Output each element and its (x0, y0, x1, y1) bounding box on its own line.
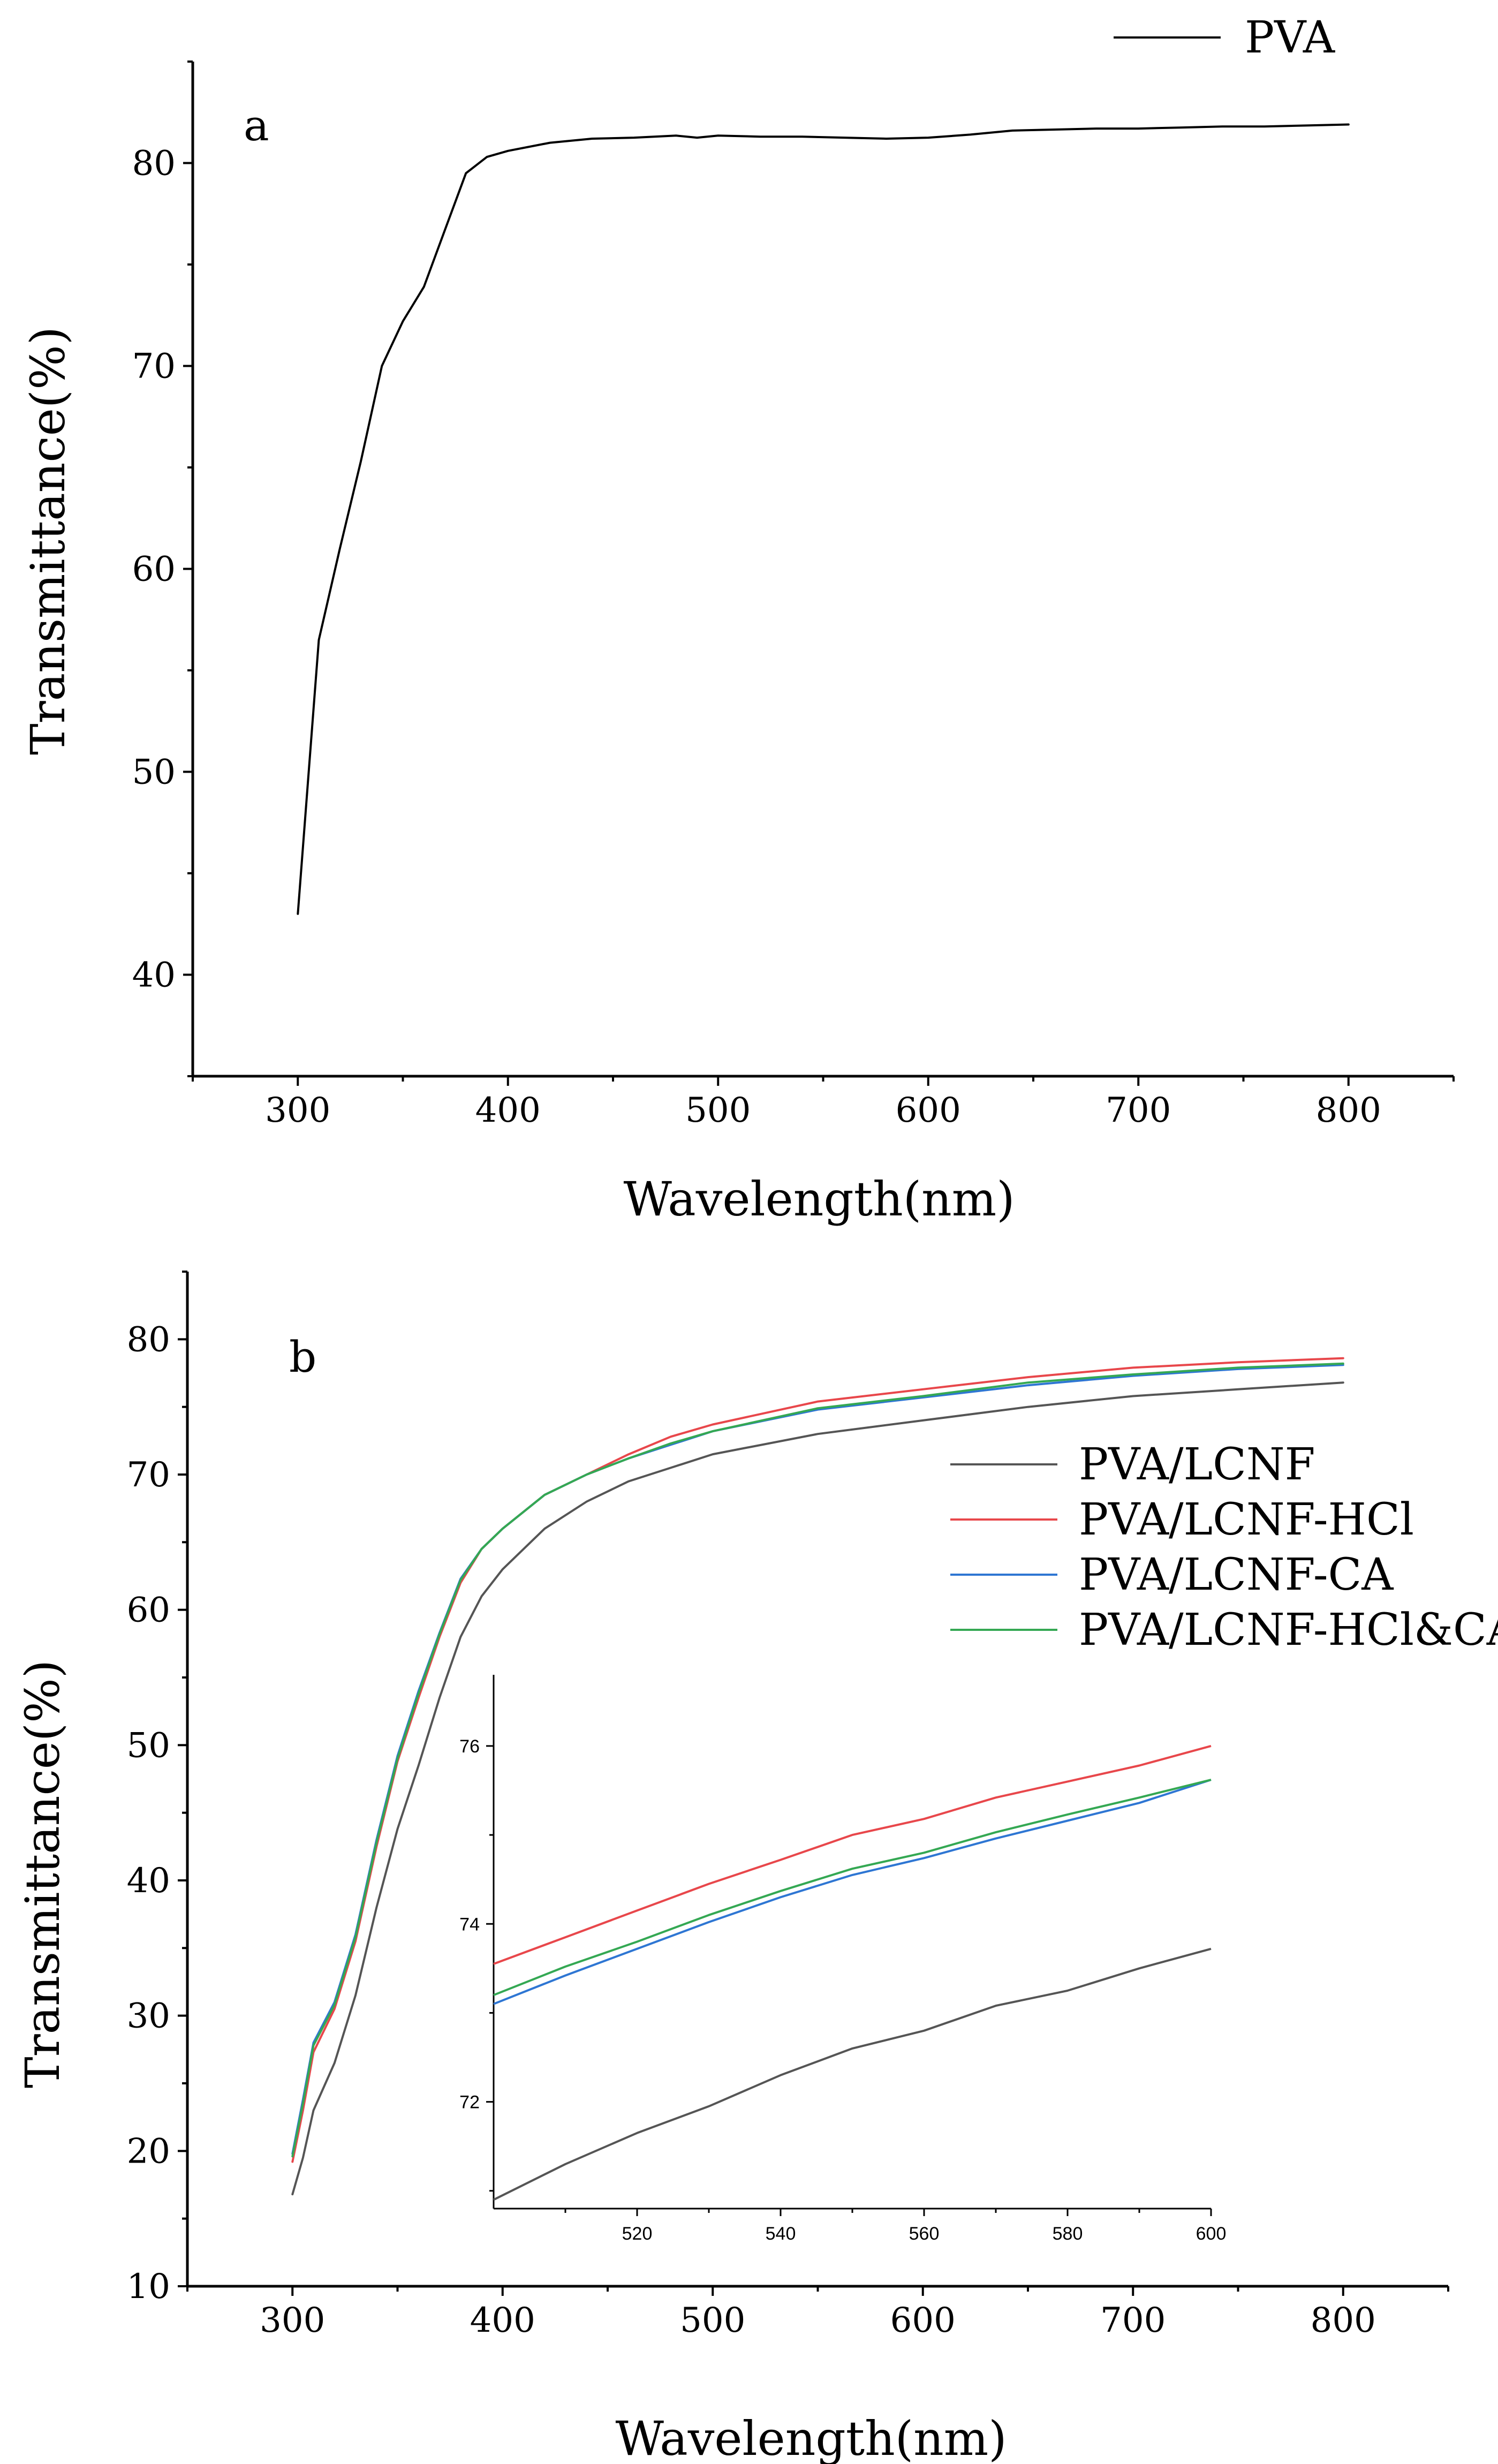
chart-a: 300 400 500 600 700 800 40 50 60 70 80 a Wavelengt… (20, 12, 1455, 1227)
chart-b-y-tick-label: 60 (127, 1591, 170, 1630)
chart-b-x-axis-title: Wavelength(nm) (615, 2411, 1007, 2464)
chart-b-legend: PVA/LCNF PVA/LCNF-HCl PVA/LCNF-CA PVA/LC… (950, 1439, 1498, 1656)
chart-a-series (297, 123, 1350, 915)
chart-a-legend: PVA (1114, 12, 1336, 63)
chart-a-y-tick-label: 70 (132, 347, 176, 387)
chart-a-ticks: 300 400 500 600 700 800 40 50 60 70 80 (132, 61, 1455, 1130)
chart-a-y-tick-label: 80 (132, 144, 176, 184)
chart-b-x-tick-label: 600 (890, 2301, 956, 2340)
chart-b-y-tick-label: 10 (127, 2267, 170, 2307)
chart-b-ticks: 300 400 500 600 700 800 10 20 30 40 50 60 70 80 (127, 1271, 1449, 2340)
chart-b-x-tick-label: 700 (1100, 2301, 1166, 2340)
chart-b-y-tick-label: 80 (127, 1320, 170, 1359)
chart-b-series-line-4 (291, 1362, 1344, 2158)
chart-b-legend-label-4: PVA/LCNF-HCl&CA (1079, 1605, 1498, 1656)
inset-x-tick-label: 560 (909, 2224, 940, 2244)
chart-b-y-axis-title: Transmittance(%) (15, 1660, 70, 2088)
chart-b-y-tick-label: 70 (127, 1455, 170, 1495)
chart-b-y-tick-label: 30 (127, 1997, 170, 2036)
chart-b-y-tick-label: 50 (127, 1726, 170, 1765)
chart-a-series-line-1 (297, 123, 1350, 915)
chart-b-y-tick-label: 20 (127, 2132, 170, 2171)
inset-y-tick-label: 76 (459, 1736, 480, 1757)
chart-a-x-tick-label: 700 (1106, 1091, 1171, 1130)
inset-series-line-2 (493, 1744, 1212, 1965)
chart-b-inset: 520 540 560 580 600 72 74 76 (459, 1675, 1226, 2244)
inset-x-tick-label: 580 (1053, 2224, 1083, 2244)
inset-x-tick-label: 540 (766, 2224, 796, 2244)
chart-b-x-tick-label: 800 (1311, 2301, 1376, 2340)
chart-a-x-tick-label: 300 (265, 1091, 330, 1130)
chart-a-x-tick-label: 400 (475, 1091, 541, 1130)
inset-ticks: 520 540 560 580 600 72 74 76 (459, 1736, 1226, 2244)
chart-a-x-axis-title: Wavelength(nm) (623, 1171, 1015, 1227)
chart-b: 300 400 500 600 700 800 10 20 30 40 50 60 70 80 b Wav… (15, 1271, 1498, 2464)
chart-b-series-line-1 (291, 1381, 1344, 2196)
chart-b-legend-label-3: PVA/LCNF-CA (1079, 1550, 1394, 1600)
chart-a-legend-label: PVA (1245, 12, 1336, 63)
chart-a-y-tick-label: 40 (132, 956, 176, 995)
chart-a-x-tick-label: 500 (685, 1091, 751, 1130)
chart-b-series (291, 1357, 1344, 2196)
inset-series (493, 1744, 1212, 2201)
inset-series-line-4 (493, 1779, 1212, 1997)
chart-b-x-tick-label: 300 (260, 2301, 325, 2340)
chart-b-panel-label: b (289, 1332, 316, 1382)
chart-b-x-tick-label: 500 (680, 2301, 745, 2340)
chart-a-x-tick-label: 600 (896, 1091, 961, 1130)
chart-a-y-axis-title: Transmittance(%) (20, 327, 75, 755)
inset-series-line-3 (493, 1779, 1212, 2005)
chart-b-legend-label-2: PVA/LCNF-HCl (1079, 1494, 1414, 1545)
chart-b-legend-label-1: PVA/LCNF (1079, 1439, 1315, 1490)
inset-series-line-1 (493, 1947, 1212, 2201)
inset-x-tick-label: 600 (1196, 2224, 1227, 2244)
chart-b-y-tick-label: 40 (127, 1861, 170, 1901)
chart-b-x-tick-label: 400 (470, 2301, 535, 2340)
chart-a-y-tick-label: 60 (132, 550, 176, 589)
inset-x-tick-label: 520 (622, 2224, 653, 2244)
chart-a-x-tick-label: 800 (1316, 1091, 1381, 1130)
chart-a-y-tick-label: 50 (132, 753, 176, 792)
inset-y-tick-label: 74 (459, 1914, 480, 1934)
inset-y-tick-label: 72 (459, 2092, 480, 2113)
chart-a-panel-label: a (244, 101, 269, 150)
